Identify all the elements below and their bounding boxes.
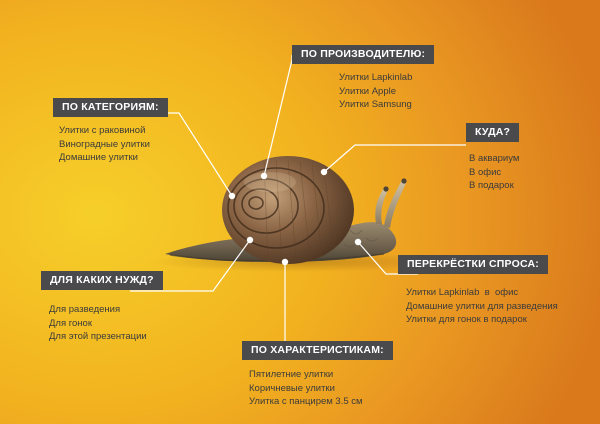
dot-characteristics [281, 258, 289, 266]
list-item: Улитки Samsung [339, 99, 412, 110]
connector-where [323, 144, 466, 173]
list-manufacturer: Улитки Lapkinlab Улитки Apple Улитки Sam… [339, 71, 412, 112]
list-item: Для этой презентации [49, 331, 147, 342]
list-item: Коричневые улитки [249, 382, 335, 394]
heading-categories: ПО КАТЕГОРИЯМ: [53, 98, 168, 117]
list-item: Пятилетние улитки [249, 369, 334, 380]
connector-needs [130, 239, 251, 292]
heading-needs: ДЛЯ КАКИХ НУЖД? [41, 271, 163, 290]
list-where: В аквариум В офис В подарок [469, 152, 519, 193]
snail-eye-left [383, 186, 389, 192]
list-categories: Улитки с раковиной Виноградные улитки До… [59, 124, 150, 165]
dot-categories [228, 192, 236, 200]
dot-needs [246, 236, 254, 244]
list-item: Для разведения [49, 304, 121, 315]
list-item: В подарок [469, 180, 514, 191]
list-item: Улитки для гонок в подарок [406, 314, 527, 325]
snail-shell [222, 156, 354, 264]
snail-foot-edge [169, 253, 385, 262]
list-item: Виноградные улитки [59, 138, 150, 150]
list-item: Для гонок [49, 317, 92, 329]
list-item: Улитки Apple [339, 85, 396, 97]
dot-where [320, 168, 328, 176]
dot-demand [354, 238, 362, 246]
heading-demand: ПЕРЕКРЁСТКИ СПРОСА: [398, 255, 548, 274]
dot-manufacturer [260, 172, 268, 180]
list-characteristics: Пятилетние улитки Коричневые улитки Улит… [249, 368, 363, 409]
snail-eye-right [401, 178, 407, 184]
list-needs: Для разведения Для гонок Для этой презен… [49, 303, 147, 344]
list-item: Домашние улитки для разведения [406, 300, 558, 312]
list-item: В офис [469, 166, 502, 178]
connector-demand [357, 241, 418, 275]
connector-categories [168, 112, 233, 197]
list-demand: Улитки Lapkinlab в офис Домашние улитки … [406, 286, 558, 327]
snail-tentacle-right [384, 180, 406, 228]
snail-shell-highlight [244, 172, 296, 192]
heading-manufacturer: ПО ПРОИЗВОДИТЕЛЮ: [292, 45, 435, 64]
list-item: Домашние улитки [59, 152, 138, 163]
list-item: В аквариум [469, 153, 520, 164]
heading-where: КУДА? [466, 123, 520, 142]
snail-shell-spiral [227, 167, 325, 249]
heading-characteristics: ПО ХАРАКТЕРИСТИКАМ: [242, 341, 393, 360]
connector-dots [228, 168, 362, 266]
list-item: Улитки Lapkinlab [339, 72, 413, 83]
list-item: Улитки с раковиной [59, 125, 146, 136]
list-item: Улитка с панцирем 3.5 см [249, 396, 363, 407]
snail-tentacle-left [375, 188, 388, 224]
list-item: Улитки Lapkinlab в офис [406, 287, 519, 298]
